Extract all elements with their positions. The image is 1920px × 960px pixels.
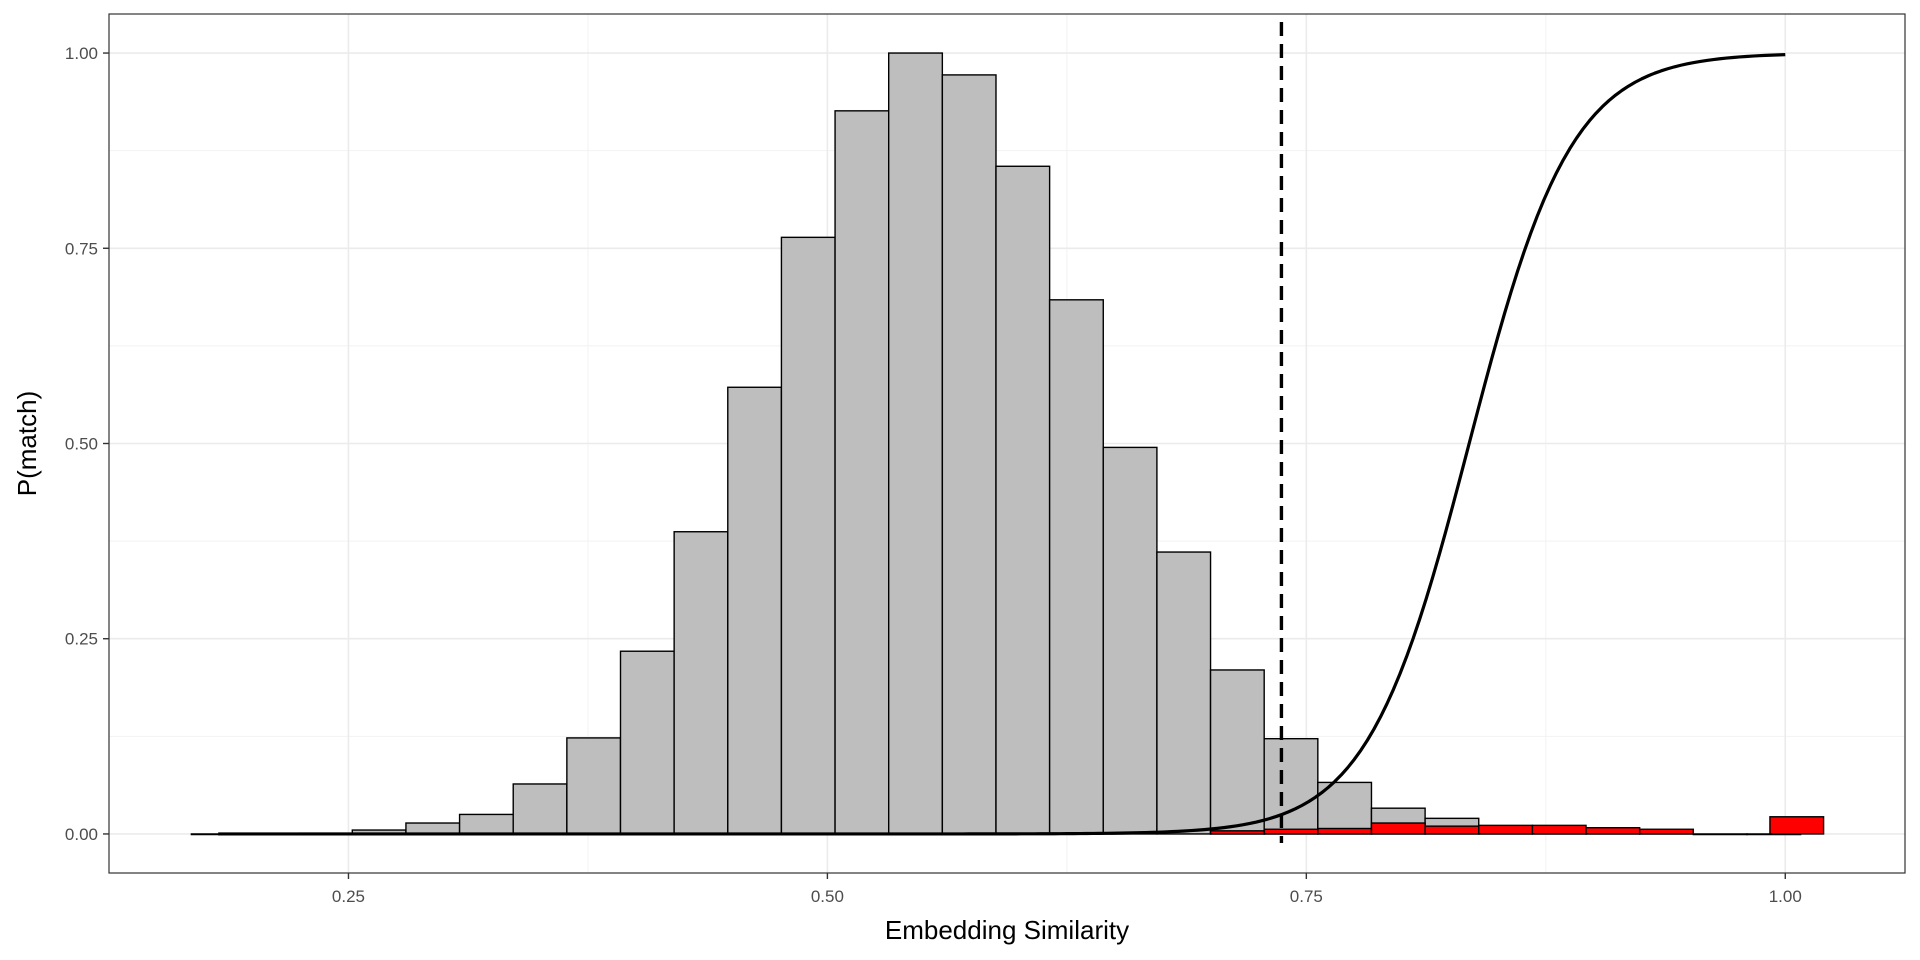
histogram-bar-all xyxy=(1317,781,1373,835)
histogram-bar-all xyxy=(888,52,944,835)
x-tick-label: 1.00 xyxy=(1769,887,1802,906)
histogram-bars xyxy=(190,52,1825,836)
x-tick-label: 0.75 xyxy=(1290,887,1323,906)
histogram-bar-match xyxy=(1424,825,1480,835)
y-tick-label: 0.00 xyxy=(65,825,98,844)
histogram-bar-match xyxy=(1638,828,1695,835)
histogram-bar-all xyxy=(619,650,675,835)
histogram-bar-match xyxy=(1585,827,1641,835)
histogram-bar-all xyxy=(512,783,568,835)
histogram-bar-match xyxy=(1263,828,1319,835)
y-tick-label: 0.25 xyxy=(65,630,98,649)
histogram-bar-all xyxy=(1692,833,1748,836)
histogram-bar-match xyxy=(1769,816,1825,835)
histogram-bar-all xyxy=(458,813,514,835)
y-tick-label: 0.50 xyxy=(65,435,98,454)
histogram-bar-match xyxy=(1531,824,1587,835)
probability-curve-line xyxy=(218,53,1786,836)
histogram-bar-all xyxy=(566,737,622,835)
histogram-bar-all xyxy=(1263,737,1319,835)
histogram-bar-all xyxy=(673,531,729,835)
histogram-bar-all xyxy=(995,165,1051,835)
y-tick-label: 1.00 xyxy=(65,44,98,63)
histogram-bar-all xyxy=(780,236,836,835)
histogram-bar-all xyxy=(941,74,997,835)
histogram-bar-match xyxy=(1317,827,1373,835)
axis-ticks: 0.25 0.50 0.75 1.00 0.00 0.25 0.50 0.75 1.00 xyxy=(65,44,1802,906)
x-tick-label: 0.50 xyxy=(811,887,844,906)
histogram-bar-all xyxy=(727,386,783,835)
histogram-bar-all xyxy=(1209,669,1265,835)
histogram-bar-all xyxy=(1102,446,1158,835)
histogram-bar-all xyxy=(1048,299,1104,835)
histogram-bar-match xyxy=(1370,822,1426,835)
histogram-bar-match xyxy=(1209,830,1265,835)
y-axis-title: P(match) xyxy=(12,391,42,496)
histogram-bar-all xyxy=(1156,551,1212,835)
y-tick-label: 0.75 xyxy=(65,239,98,258)
probability-curve xyxy=(218,53,1786,836)
histogram-bar-match xyxy=(1478,824,1534,835)
x-axis-title: Embedding Similarity xyxy=(885,915,1129,945)
histogram-bar-all xyxy=(834,110,890,835)
x-tick-label: 0.25 xyxy=(332,887,365,906)
histogram-bar-all xyxy=(405,822,461,835)
